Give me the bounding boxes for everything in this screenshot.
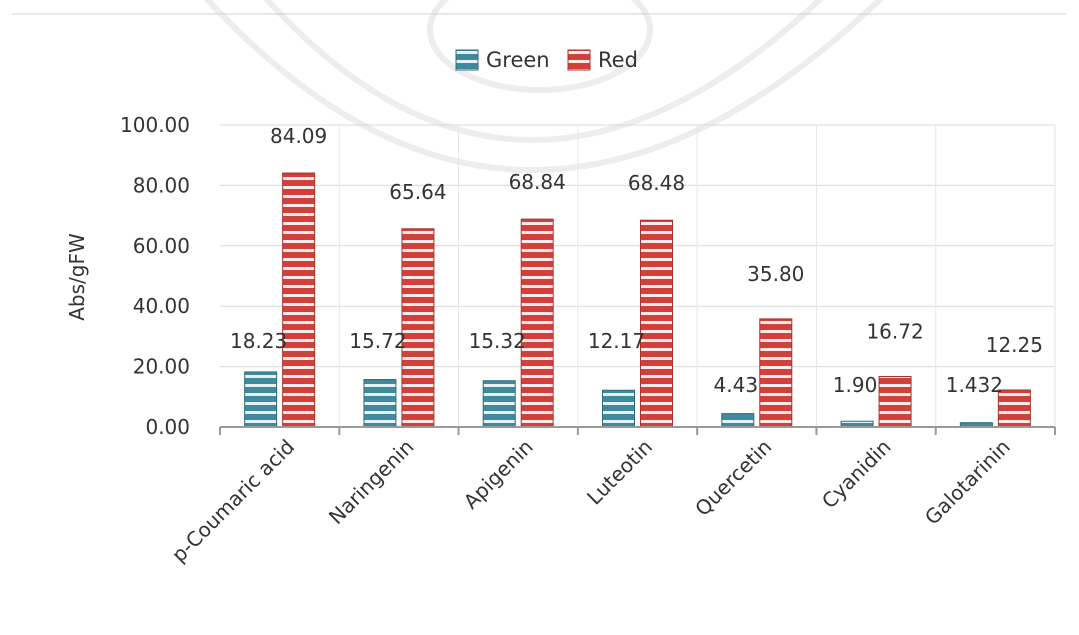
bar-red bbox=[878, 376, 912, 428]
x-axis bbox=[219, 426, 1056, 435]
bar-green bbox=[363, 379, 397, 428]
legend: Green Red bbox=[455, 48, 638, 72]
x-tick-label: Cyanidin bbox=[817, 435, 896, 514]
bar-red bbox=[282, 172, 316, 428]
x-tick-label: Naringenin bbox=[324, 435, 418, 529]
watermark-emblem bbox=[203, 0, 884, 173]
x-tick-label: Quercetin bbox=[690, 435, 776, 521]
data-label-green: 18.23 bbox=[230, 329, 287, 353]
bar-green bbox=[721, 413, 755, 428]
bar-green bbox=[602, 389, 635, 428]
data-label-red: 12.25 bbox=[986, 333, 1043, 357]
gridlines bbox=[220, 124, 1056, 427]
y-tick-label: 40.00 bbox=[133, 294, 190, 318]
legend-swatch-green bbox=[455, 49, 479, 71]
data-labels: 18.23 84.09 15.72 65.64 15.32 68.84 12.17 68.48… bbox=[230, 124, 1043, 397]
data-label-red: 68.48 bbox=[628, 171, 685, 195]
data-label-red: 65.64 bbox=[389, 180, 446, 204]
legend-swatch-red bbox=[567, 49, 591, 71]
y-axis-tick-labels: 0.00 20.00 40.00 60.00 80.00 100.00 bbox=[120, 113, 190, 439]
y-tick-label: 100.00 bbox=[120, 113, 190, 137]
x-tick-label: Luteotin bbox=[582, 435, 657, 510]
x-tick-label: Galotarinin bbox=[920, 435, 1015, 530]
bar-red bbox=[640, 219, 673, 428]
bars bbox=[244, 172, 1031, 428]
y-axis-label: Abs/gFW bbox=[65, 233, 89, 321]
data-label-green: 1.90 bbox=[833, 373, 878, 397]
bar-green bbox=[482, 380, 516, 428]
data-label-green: 12.17 bbox=[588, 329, 645, 353]
x-axis-tick-labels: p-Coumaric acid Naringenin Apigenin Luteoti… bbox=[167, 435, 1015, 567]
bar-red bbox=[401, 228, 435, 428]
bar-green bbox=[244, 371, 278, 428]
x-tick-label: Apigenin bbox=[459, 435, 538, 514]
data-label-green: 15.72 bbox=[349, 329, 406, 353]
data-label-green: 4.43 bbox=[714, 373, 759, 397]
y-tick-label: 60.00 bbox=[133, 234, 190, 258]
y-tick-label: 20.00 bbox=[133, 355, 190, 379]
bar-red bbox=[520, 218, 554, 428]
bar-red bbox=[759, 318, 793, 428]
data-label-red: 35.80 bbox=[747, 262, 804, 286]
x-tick-label: p-Coumaric acid bbox=[167, 435, 299, 567]
bar-red bbox=[997, 389, 1031, 428]
legend-label-green: Green bbox=[486, 48, 550, 72]
data-label-red: 16.72 bbox=[866, 320, 923, 344]
y-tick-label: 80.00 bbox=[133, 173, 190, 197]
y-tick-label: 0.00 bbox=[145, 415, 190, 439]
data-label-green: 15.32 bbox=[469, 329, 526, 353]
data-label-green: 1.432 bbox=[946, 373, 1003, 397]
data-label-red: 68.84 bbox=[509, 170, 566, 194]
legend-label-red: Red bbox=[598, 48, 638, 72]
data-label-red: 84.09 bbox=[270, 124, 327, 148]
